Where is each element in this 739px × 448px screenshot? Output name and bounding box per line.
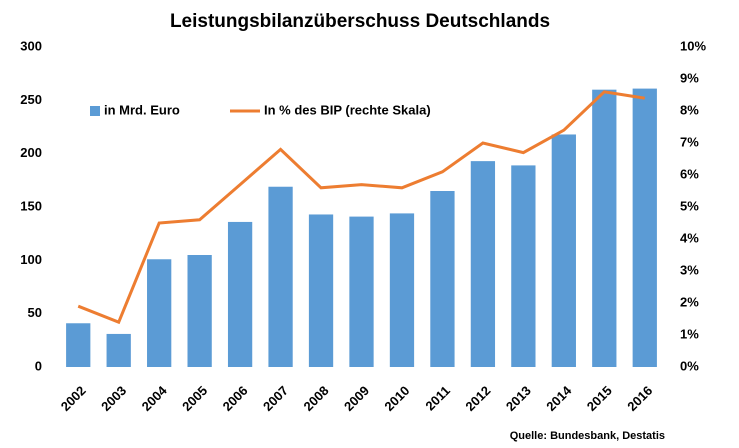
x-tick-label: 2003 xyxy=(98,383,129,414)
source-note: Quelle: Bundesbank, Destatis xyxy=(510,430,665,442)
y-tick-label: 300 xyxy=(20,38,42,53)
bar xyxy=(66,323,91,367)
bar xyxy=(308,214,334,367)
bar xyxy=(187,255,212,367)
y-tick-label: 50 xyxy=(28,305,42,320)
y-tick-label: 100 xyxy=(20,252,42,267)
y-tick-label: 0 xyxy=(35,358,42,373)
y2-tick-label: 10% xyxy=(680,38,706,53)
y2-tick-label: 8% xyxy=(680,102,699,117)
bar xyxy=(551,134,576,367)
y2-tick-label: 5% xyxy=(680,198,699,213)
y2-tick-label: 3% xyxy=(680,262,699,277)
x-tick-label: 2006 xyxy=(220,383,251,414)
y-tick-label: 150 xyxy=(20,198,42,213)
y2-tick-label: 0% xyxy=(680,358,699,373)
bar xyxy=(632,88,657,367)
bar xyxy=(268,186,293,367)
bar xyxy=(147,259,172,367)
y2-tick-label: 2% xyxy=(680,294,699,309)
legend-label: In % des BIP (rechte Skala) xyxy=(264,102,431,117)
y2-tick-label: 6% xyxy=(680,166,699,181)
x-tick-label: 2012 xyxy=(462,383,493,414)
x-tick-label: 2004 xyxy=(139,382,171,414)
x-tick-label: 2013 xyxy=(503,383,534,414)
bar xyxy=(592,89,617,368)
x-tick-label: 2005 xyxy=(179,383,210,414)
line xyxy=(77,90,646,325)
y-tick-label: 250 xyxy=(20,92,42,107)
bar xyxy=(389,213,415,367)
chart-title: Leistungsbilanzüberschuss Deutschlands xyxy=(170,11,550,32)
y-tick-label: 200 xyxy=(20,145,42,160)
x-tick-label: 2016 xyxy=(624,383,655,414)
bar xyxy=(106,333,131,367)
x-tick-label: 2015 xyxy=(584,383,615,414)
legend-label: in Mrd. Euro xyxy=(104,102,180,117)
bar xyxy=(470,161,496,367)
y2-tick-label: 4% xyxy=(680,230,699,245)
x-tick-label: 2002 xyxy=(58,383,89,414)
bar xyxy=(349,216,374,367)
x-tick-label: 2007 xyxy=(260,383,291,414)
bar xyxy=(430,191,455,367)
y2-tick-label: 7% xyxy=(680,134,699,149)
x-tick-label: 2008 xyxy=(301,383,332,414)
x-tick-label: 2009 xyxy=(341,383,372,414)
y2-tick-label: 9% xyxy=(680,70,699,85)
legend-swatch xyxy=(90,106,100,116)
x-tick-label: 2010 xyxy=(381,383,412,414)
x-tick-label: 2014 xyxy=(543,382,575,414)
x-tick-label: 2011 xyxy=(422,383,453,414)
bar xyxy=(511,165,536,367)
y2-tick-label: 1% xyxy=(680,326,699,341)
bar xyxy=(227,221,253,367)
